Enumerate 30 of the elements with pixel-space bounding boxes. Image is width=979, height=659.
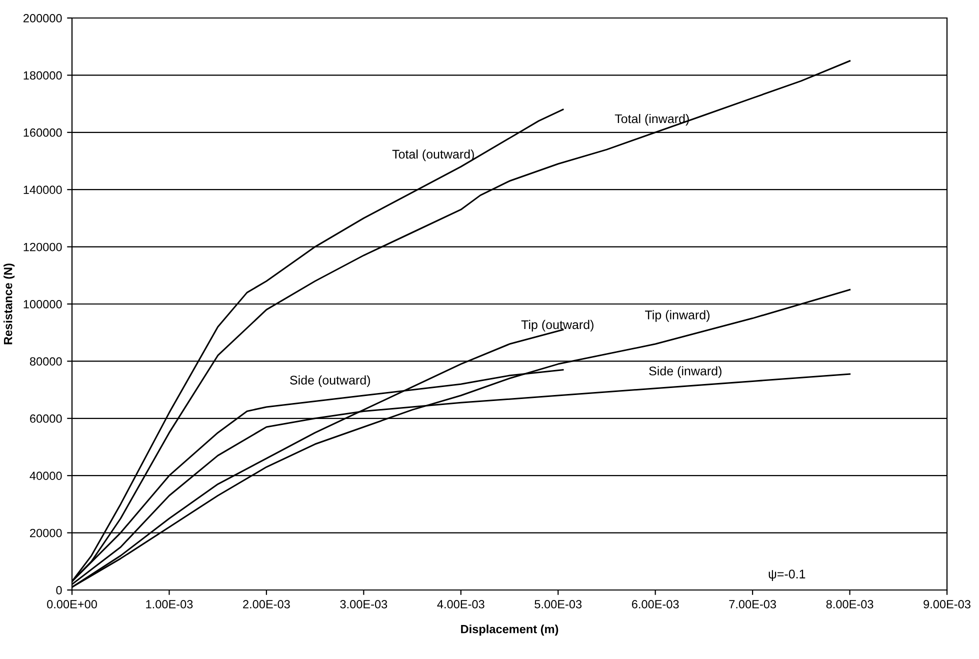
y-tick-label: 0 bbox=[56, 586, 62, 594]
x-axis-title: Displacement (m) bbox=[461, 624, 558, 636]
x-tick-label: 5.00E-03 bbox=[534, 600, 582, 608]
x-tick-label: 3.00E-03 bbox=[340, 600, 388, 608]
y-tick-label: 140000 bbox=[24, 186, 62, 194]
y-tick-label: 40000 bbox=[30, 472, 62, 480]
y-tick-label: 100000 bbox=[24, 300, 62, 308]
y-tick-label: 80000 bbox=[30, 357, 62, 366]
x-tick-label: 0.00E+00 bbox=[47, 600, 97, 608]
x-tick-label: 4.00E-03 bbox=[437, 600, 484, 608]
annotation: Total (inward) bbox=[614, 114, 689, 126]
annotation: ψ=-0.1 bbox=[768, 570, 806, 581]
x-tick-label: 8.00E-03 bbox=[826, 600, 874, 608]
y-tick-label: 20000 bbox=[30, 528, 62, 538]
annotation: Side (inward) bbox=[649, 366, 722, 378]
annotation: Side (outward) bbox=[290, 375, 370, 388]
x-tick-label: 2.00E-03 bbox=[243, 600, 290, 608]
y-axis-title: Resistance (N) bbox=[4, 264, 15, 344]
y-tick-label: 60000 bbox=[30, 414, 62, 423]
annotation: Tip (outward) bbox=[521, 320, 594, 332]
x-tick-label: 1.00E-03 bbox=[146, 600, 193, 608]
annotation: Tip (inward) bbox=[645, 310, 710, 322]
y-tick-label: 120000 bbox=[24, 242, 62, 252]
x-tick-label: 7.00E-03 bbox=[729, 600, 776, 608]
y-tick-label: 200000 bbox=[23, 14, 62, 22]
x-tick-label: 6.00E-03 bbox=[632, 600, 679, 608]
y-tick-label: 180000 bbox=[24, 71, 62, 80]
y-tick-label: 160000 bbox=[24, 128, 62, 137]
annotation: Total (outward) bbox=[392, 149, 474, 162]
x-tick-label: 9.00E-03 bbox=[924, 600, 970, 608]
